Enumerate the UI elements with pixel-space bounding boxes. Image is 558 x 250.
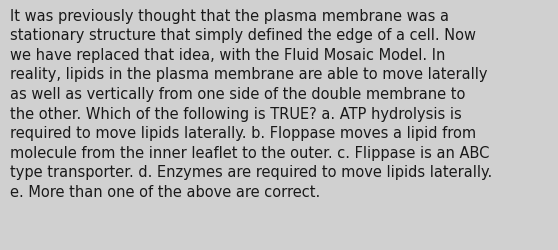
Text: It was previously thought that the plasma membrane was a
stationary structure th: It was previously thought that the plasm…: [10, 9, 492, 199]
